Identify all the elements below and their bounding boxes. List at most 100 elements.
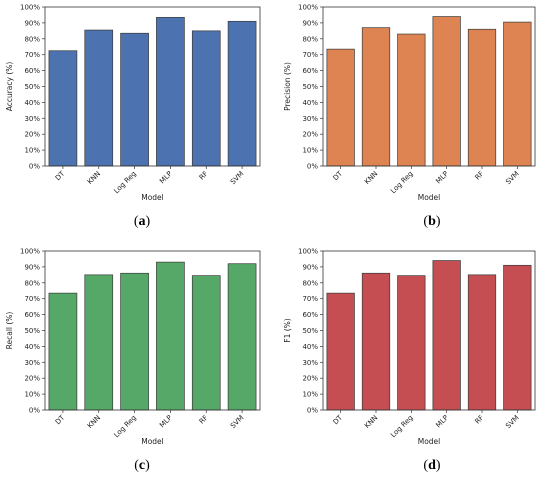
x-tick-label: SVM: [229, 170, 245, 186]
plot-frame: [44, 6, 261, 167]
x-axis-label: Model: [141, 437, 164, 446]
y-tick-label: 70%: [24, 295, 40, 303]
y-tick-label: 50%: [302, 83, 318, 91]
bar-mlp: [432, 16, 461, 167]
x-tick-label: DT: [54, 169, 67, 182]
bar-mlp: [156, 261, 185, 411]
y-tick-label: 60%: [302, 67, 318, 75]
y-tick-label: 10%: [24, 391, 40, 399]
y-tick-label: 20%: [24, 131, 40, 139]
y-tick-label: 80%: [24, 279, 40, 287]
y-tick-label: 100%: [298, 4, 318, 12]
bar-knn: [84, 29, 114, 167]
y-tick-label: 30%: [24, 359, 40, 367]
bar-mlp: [156, 16, 185, 167]
x-tick-label: SVM: [229, 414, 245, 430]
caption-b: (b): [423, 214, 441, 229]
y-tick-label: 50%: [24, 83, 40, 91]
bar-rf: [191, 275, 221, 411]
bar-svm: [227, 263, 257, 411]
plot-frame: [44, 250, 261, 411]
x-tick-label: DT: [54, 413, 67, 426]
x-tick-label: Log Reg: [113, 414, 138, 439]
bar-knn: [361, 27, 391, 167]
chart-precision: 0% 10% 20% 30% 40% 50% 60% 70% 80% 90% 100% DT KNN Lo…: [283, 4, 536, 202]
x-tick-label: KNN: [363, 414, 379, 430]
bar-knn: [84, 274, 114, 411]
y-tick-label: 50%: [302, 327, 318, 335]
x-tick-label: MLP: [158, 414, 174, 430]
x-tick-label: RF: [473, 170, 485, 182]
panel-d: 0% 10% 20% 30% 40% 50% 60% 70% 80% 90% 100% DT KNN Lo…: [275, 244, 550, 488]
x-tick-label: Log Reg: [389, 170, 414, 195]
x-tick-label: Log Reg: [389, 414, 414, 439]
y-tick-label: 30%: [24, 115, 40, 123]
x-tick-label: RF: [473, 414, 485, 426]
bar-rf: [467, 274, 497, 411]
y-tick-label: 0%: [29, 163, 40, 171]
y-tick-label: 100%: [20, 4, 40, 12]
x-tick-label: RF: [198, 414, 210, 426]
y-tick-label: 90%: [302, 263, 318, 271]
bar-dt: [326, 292, 355, 411]
y-axis-label: F1 (%): [283, 318, 292, 343]
y-tick-label: 50%: [24, 327, 40, 335]
y-tick-label: 100%: [20, 248, 40, 256]
plot-frame: [322, 250, 536, 411]
y-tick-label: 90%: [24, 19, 40, 27]
bar-log-reg: [397, 275, 426, 411]
y-tick-label: 40%: [302, 99, 318, 107]
bar-dt: [326, 48, 355, 167]
x-tick-label: KNN: [86, 414, 102, 430]
y-tick-label: 80%: [24, 35, 40, 43]
y-tick-label: 100%: [298, 248, 318, 256]
y-tick-label: 0%: [29, 407, 40, 415]
y-tick-label: 70%: [24, 51, 40, 59]
y-axis-label: Recall (%): [5, 312, 14, 350]
y-tick-label: 0%: [307, 163, 318, 171]
y-tick-label: 70%: [302, 51, 318, 59]
y-tick-label: 30%: [302, 359, 318, 367]
y-tick-label: 40%: [24, 343, 40, 351]
plot-frame: [322, 6, 536, 167]
y-tick-label: 90%: [302, 19, 318, 27]
x-tick-label: MLP: [434, 414, 450, 430]
panel-a: 0% 10% 20% 30% 40% 50% 60% 70% 80% 90% 100% DT KNN Lo…: [0, 0, 275, 244]
bar-rf: [467, 28, 497, 167]
x-axis-label: Model: [141, 193, 164, 202]
panel-b: 0% 10% 20% 30% 40% 50% 60% 70% 80% 90% 100% DT KNN Lo…: [275, 0, 550, 244]
chart-recall: 0% 10% 20% 30% 40% 50% 60% 70% 80% 90% 100% DT KNN Lo…: [5, 248, 261, 446]
y-tick-label: 60%: [24, 67, 40, 75]
bar-svm: [227, 20, 257, 167]
y-tick-label: 10%: [302, 147, 318, 155]
y-axis-label: Accuracy (%): [5, 62, 14, 112]
bar-svm: [503, 21, 532, 167]
y-tick-label: 60%: [302, 311, 318, 319]
caption-c: (c): [134, 458, 150, 473]
x-tick-label: DT: [332, 413, 345, 426]
y-axis-label: Precision (%): [283, 62, 292, 111]
y-tick-label: 40%: [302, 343, 318, 351]
x-tick-label: MLP: [158, 170, 174, 186]
y-tick-label: 30%: [302, 115, 318, 123]
y-tick-label: 70%: [302, 295, 318, 303]
chart-accuracy: 0% 10% 20% 30% 40% 50% 60% 70% 80% 90% 100% DT KNN Lo…: [5, 4, 261, 202]
x-tick-label: DT: [332, 169, 345, 182]
x-tick-label: KNN: [86, 170, 102, 186]
bar-log-reg: [120, 272, 149, 411]
bar-svm: [503, 264, 532, 411]
x-tick-label: RF: [198, 170, 210, 182]
bar-log-reg: [397, 33, 426, 167]
caption-a: (a): [133, 214, 151, 229]
bar-knn: [361, 272, 391, 411]
y-tick-label: 60%: [24, 311, 40, 319]
x-axis-label: Model: [418, 437, 441, 446]
y-tick-label: 20%: [302, 375, 318, 383]
caption-d: (d): [423, 458, 441, 473]
y-tick-label: 80%: [302, 35, 318, 43]
x-tick-label: MLP: [434, 170, 450, 186]
y-tick-label: 20%: [302, 131, 318, 139]
x-tick-label: SVM: [504, 170, 520, 186]
y-tick-label: 40%: [24, 99, 40, 107]
